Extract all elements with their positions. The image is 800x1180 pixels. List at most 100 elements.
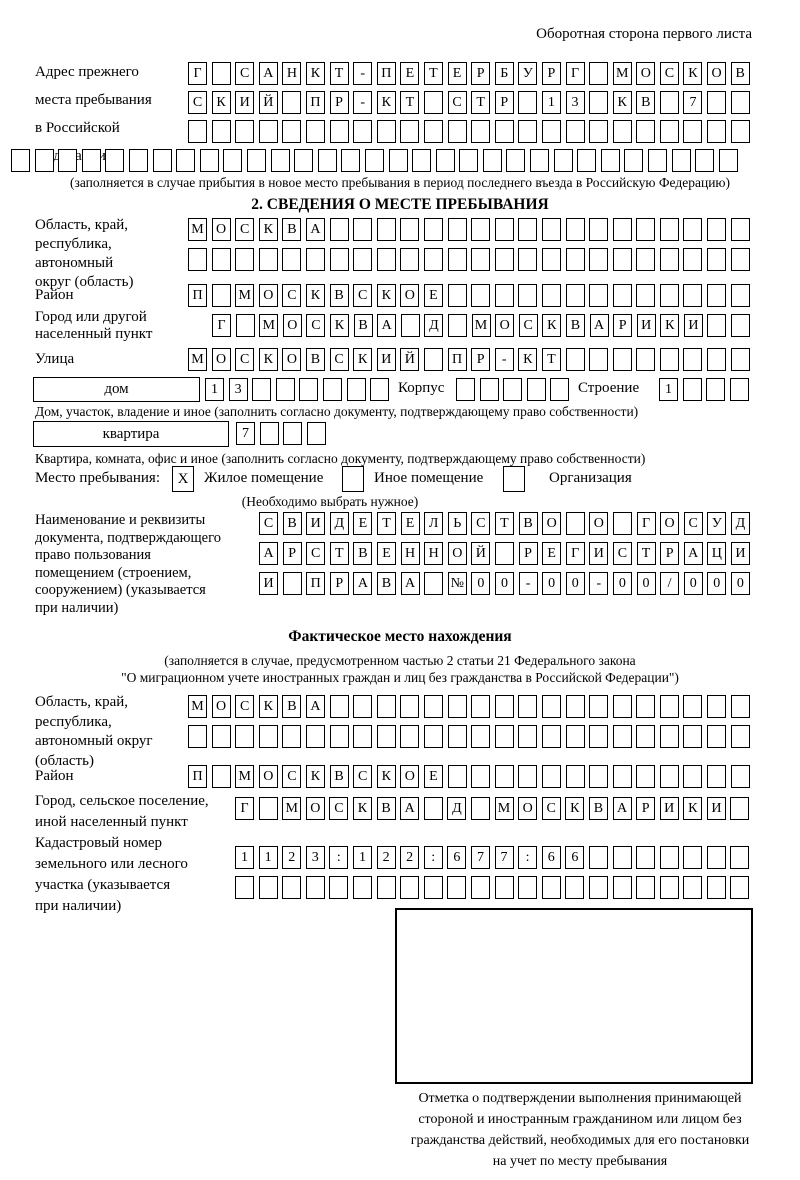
char-cell[interactable] [707,248,727,271]
char-cell[interactable] [128,149,148,172]
char-cell[interactable]: К [660,314,680,337]
char-cell[interactable]: О [542,512,562,535]
char-cell[interactable]: В [282,695,302,718]
char-cell[interactable] [283,422,303,445]
char-cell[interactable] [730,284,750,307]
char-cell[interactable] [612,248,632,271]
char-cell[interactable]: Л [424,512,444,535]
char-cell[interactable] [447,695,467,718]
char-cell[interactable]: Ь [447,512,467,535]
char-cell[interactable] [305,248,325,271]
char-cell[interactable]: А [400,797,420,820]
char-cell[interactable] [370,378,390,401]
char-cell[interactable] [270,149,290,172]
char-cell[interactable] [730,91,750,114]
char-cell[interactable]: : [518,846,538,869]
char-cell[interactable] [671,149,691,172]
char-cell[interactable] [282,725,302,748]
char-cell[interactable] [423,218,443,241]
char-cell[interactable]: В [565,314,585,337]
char-cell[interactable] [305,876,325,899]
char-cell[interactable]: П [376,62,396,85]
char-cell[interactable]: О [447,542,467,565]
char-cell[interactable]: 2 [282,846,302,869]
char-cell[interactable]: Е [400,62,420,85]
char-cell[interactable]: 0 [683,572,703,595]
char-cell[interactable]: М [494,797,514,820]
char-cell[interactable]: О [495,314,515,337]
char-cell[interactable]: - [353,91,373,114]
char-cell[interactable]: С [471,512,491,535]
char-cell[interactable]: С [235,62,255,85]
char-cell[interactable] [589,765,609,788]
char-cell[interactable] [589,284,609,307]
char-cell[interactable]: А [377,314,397,337]
char-cell[interactable] [456,378,475,401]
char-cell[interactable]: К [329,314,349,337]
char-cell[interactable]: М [235,284,255,307]
char-cell[interactable] [258,120,278,143]
char-cell[interactable] [565,695,585,718]
char-cell[interactable]: С [659,62,679,85]
char-cell[interactable]: К [305,62,325,85]
char-cell[interactable] [518,248,538,271]
char-cell[interactable] [258,725,278,748]
char-cell[interactable]: М [235,765,255,788]
char-cell[interactable]: О [282,314,302,337]
char-cell[interactable] [612,284,632,307]
char-cell[interactable]: С [447,91,467,114]
char-cell[interactable] [565,512,585,535]
char-cell[interactable] [707,725,727,748]
char-cell[interactable] [352,876,372,899]
char-cell[interactable]: И [706,797,726,820]
char-cell[interactable]: Й [258,91,278,114]
char-cell[interactable] [707,765,727,788]
char-cell[interactable] [341,149,361,172]
char-cell[interactable] [659,348,679,371]
char-cell[interactable]: 0 [471,572,491,595]
char-cell[interactable]: Р [329,91,349,114]
char-cell[interactable] [518,284,538,307]
char-cell[interactable]: 0 [636,572,656,595]
char-cell[interactable]: С [235,218,255,241]
char-cell[interactable]: Т [636,542,656,565]
char-cell[interactable]: Т [423,62,443,85]
char-cell[interactable]: В [353,314,373,337]
char-cell[interactable] [636,120,656,143]
char-cell[interactable]: № [447,572,467,595]
char-cell[interactable] [659,725,679,748]
char-cell[interactable] [235,248,255,271]
char-cell[interactable] [494,765,514,788]
char-cell[interactable]: И [376,348,396,371]
char-cell[interactable] [659,120,679,143]
char-cell[interactable]: П [447,348,467,371]
char-cell[interactable]: А [353,572,373,595]
char-cell[interactable]: К [305,765,325,788]
char-cell[interactable] [188,725,207,748]
char-cell[interactable] [683,765,703,788]
char-cell[interactable]: 0 [494,572,514,595]
char-cell[interactable]: С [329,797,349,820]
char-cell[interactable] [423,91,443,114]
char-cell[interactable]: 2 [376,846,396,869]
char-cell[interactable]: 1 [235,846,254,869]
char-cell[interactable] [400,120,420,143]
char-cell[interactable] [299,378,319,401]
char-cell[interactable]: О [211,348,231,371]
char-cell[interactable]: К [258,695,278,718]
char-cell[interactable] [471,725,491,748]
char-cell[interactable] [718,149,738,172]
char-cell[interactable] [706,846,726,869]
char-cell[interactable] [624,149,644,172]
char-cell[interactable]: В [329,765,349,788]
char-cell[interactable] [258,797,278,820]
char-cell[interactable] [565,284,585,307]
char-cell[interactable]: Т [471,91,491,114]
char-cell[interactable] [400,314,420,337]
char-cell[interactable] [211,725,231,748]
char-cell[interactable]: 0 [565,572,585,595]
char-cell[interactable]: 6 [447,846,467,869]
char-cell[interactable]: - [518,572,538,595]
char-cell[interactable]: 1 [205,378,224,401]
char-cell[interactable] [612,725,632,748]
